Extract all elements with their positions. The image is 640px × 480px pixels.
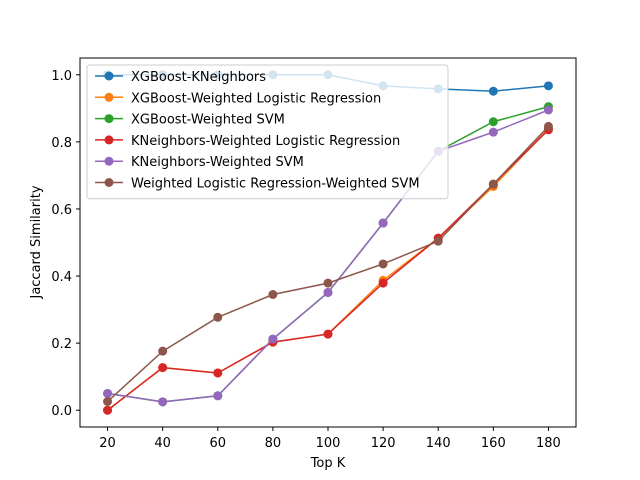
series-5-point — [158, 397, 168, 407]
legend-label: XGBoost-KNeighbors — [131, 70, 266, 85]
legend-swatch-marker — [104, 71, 114, 81]
series-5-point — [103, 388, 113, 398]
legend-label: XGBoost-Weighted SVM — [131, 113, 285, 128]
series-5-point — [378, 218, 388, 228]
legend-swatch-marker — [104, 178, 114, 187]
legend-entry: KNeighbors-Weighted SVM — [95, 155, 304, 170]
y-tick-label: 0.6 — [51, 203, 72, 218]
y-tick-label: 1.0 — [51, 69, 72, 84]
series-6-point — [433, 236, 443, 246]
legend-entry: XGBoost-KNeighbors — [95, 70, 266, 85]
legend-box — [86, 64, 449, 200]
x-tick-label: 40 — [154, 436, 171, 451]
x-tick-label: 80 — [265, 436, 282, 451]
legend-swatch-marker — [104, 114, 114, 124]
x-tick-label: 60 — [210, 436, 227, 451]
y-tick-label: 0.2 — [51, 337, 72, 352]
legend-entry: KNeighbors-Weighted Logistic Regression — [95, 134, 400, 149]
legend-label: XGBoost-Weighted Logistic Regression — [131, 91, 381, 106]
series-1-point — [488, 86, 498, 96]
series-6-point — [378, 259, 388, 269]
x-axis-label: Top K — [310, 456, 346, 471]
legend-swatch-marker — [104, 156, 114, 166]
series-1-point — [543, 81, 553, 91]
series-6-point — [323, 278, 333, 288]
series-6-point — [268, 289, 278, 299]
legend-swatch-marker — [104, 92, 114, 102]
x-tick-label: 140 — [426, 436, 451, 451]
series-6-point — [488, 179, 498, 189]
series-5-point — [213, 391, 223, 401]
legend-label: KNeighbors-Weighted Logistic Regression — [131, 134, 400, 149]
legend-entry: Weighted Logistic Regression-Weighted SV… — [95, 177, 420, 192]
series-5-point — [268, 334, 278, 344]
series-4-point — [158, 363, 168, 373]
y-axis-label: Jaccard Similarity — [29, 185, 44, 299]
plot-frame — [79, 57, 577, 428]
legend-swatch-marker — [104, 135, 114, 145]
series-5-point — [543, 105, 553, 115]
series-5-point — [323, 287, 333, 297]
legend-label: Weighted Logistic Regression-Weighted SV… — [131, 177, 420, 192]
y-tick-label: 0.8 — [51, 136, 72, 151]
series-4-point — [323, 329, 333, 339]
legend-label: KNeighbors-Weighted SVM — [131, 155, 304, 170]
series-3-point — [488, 117, 498, 127]
legend-entry: XGBoost-Weighted Logistic Regression — [95, 91, 381, 106]
x-tick-label: 120 — [371, 436, 396, 451]
series-5-point — [488, 127, 498, 137]
y-ticks: 0.0 0.2 0.4 0.6 0.8 1.0 — [51, 69, 80, 419]
series-4-point — [103, 405, 113, 415]
x-ticks: 20 40 60 80 100 120 140 160 180 — [99, 427, 561, 451]
legend: XGBoost-KNeighbors XGBoost-Weighted Logis… — [86, 64, 449, 200]
series-6-point — [543, 121, 553, 131]
x-tick-label: 180 — [536, 436, 561, 451]
x-tick-label: 100 — [316, 436, 341, 451]
x-tick-label: 160 — [481, 436, 506, 451]
y-tick-label: 0.4 — [51, 270, 72, 285]
series-6 — [103, 121, 553, 407]
series-6-point — [213, 312, 223, 322]
x-tick-label: 20 — [99, 436, 116, 451]
series-6-point — [158, 346, 168, 356]
series-4-point — [213, 368, 223, 378]
series-4-point — [378, 278, 388, 288]
legend-entry: XGBoost-Weighted SVM — [95, 113, 285, 128]
series-6-point — [103, 397, 113, 407]
y-tick-label: 0.0 — [51, 404, 72, 419]
